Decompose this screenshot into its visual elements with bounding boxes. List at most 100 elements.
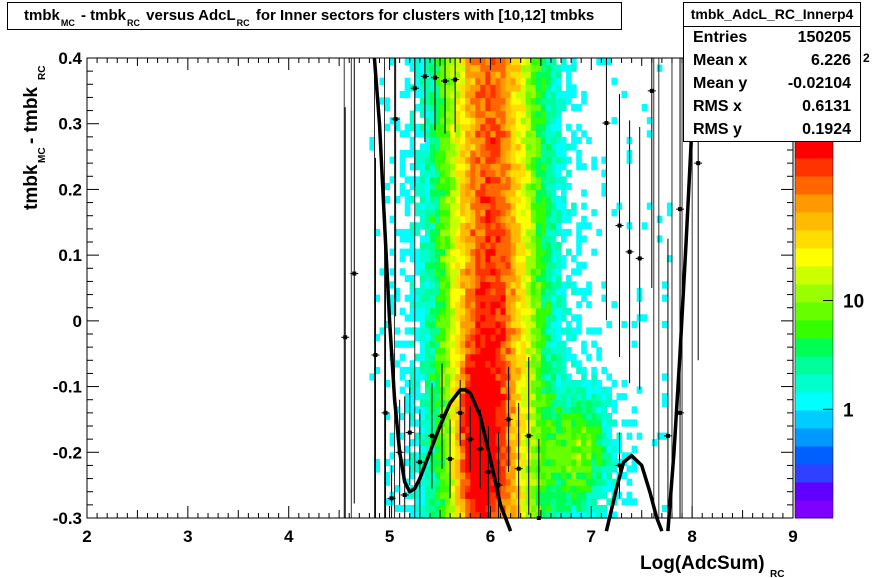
heatmap-cell	[445, 281, 451, 289]
heatmap-cell	[475, 84, 481, 92]
heatmap-cell	[419, 347, 426, 355]
heatmap-cell	[505, 491, 512, 499]
heatmap-cell	[384, 320, 391, 329]
heatmap-cell	[414, 504, 421, 513]
heatmap-cell	[450, 432, 456, 440]
heatmap-cell	[480, 248, 486, 256]
heatmap-cell	[621, 498, 628, 506]
heatmap-cell	[550, 340, 557, 348]
heatmap-cell	[530, 143, 537, 151]
heatmap-cell	[455, 432, 461, 440]
heatmap-cell	[429, 393, 436, 401]
heatmap-cell	[429, 215, 436, 223]
heatmap-cell	[445, 64, 451, 72]
heatmap-cell	[465, 274, 471, 283]
heatmap-cell	[455, 281, 461, 289]
heatmap-cell	[455, 320, 461, 329]
heatmap-cell	[520, 478, 527, 486]
heatmap-cell	[409, 458, 416, 467]
heatmap-cell	[445, 182, 451, 191]
heatmap-cell	[581, 491, 587, 499]
heatmap-cell	[641, 314, 648, 322]
heatmap-cell	[520, 373, 527, 381]
heatmap-cell	[520, 222, 527, 230]
heatmap-cell	[576, 452, 582, 460]
heatmap-cell	[530, 110, 537, 118]
x-tick-label: 7	[587, 527, 596, 546]
heatmap-cell	[480, 366, 486, 375]
heatmap-cell	[485, 235, 491, 243]
heatmap-cell	[414, 255, 421, 263]
heatmap-cell	[510, 64, 517, 72]
heatmap-cell	[450, 360, 456, 368]
heatmap-cell	[545, 77, 552, 85]
heatmap-cell	[495, 84, 502, 92]
heatmap-cell	[561, 281, 567, 289]
heatmap-cell	[435, 163, 441, 171]
heatmap-cell	[520, 380, 527, 388]
heatmap-cell	[480, 268, 486, 276]
heatmap-cell	[419, 90, 426, 99]
heatmap-cell	[470, 182, 476, 191]
heatmap-cell	[556, 143, 562, 151]
heatmap-cell	[455, 288, 461, 296]
heatmap-cell	[520, 228, 527, 237]
heatmap-cell	[515, 58, 522, 66]
heatmap-cell	[424, 393, 431, 401]
heatmap-cell	[445, 485, 451, 493]
heatmap-cell	[485, 373, 491, 381]
heatmap-cell	[419, 110, 426, 118]
heatmap-cell	[535, 84, 542, 92]
heatmap-cell	[525, 215, 532, 223]
heatmap-cell	[419, 426, 426, 434]
heatmap-cell	[500, 373, 507, 381]
heatmap-cell	[480, 314, 486, 322]
heatmap-cell	[520, 163, 527, 171]
heatmap-cell	[384, 123, 391, 131]
heatmap-cell	[505, 196, 512, 204]
heatmap-cell	[525, 176, 532, 184]
heatmap-cell	[495, 281, 502, 289]
heatmap-cell	[490, 307, 496, 315]
heatmap-cell	[490, 71, 496, 79]
heatmap-cell	[550, 314, 557, 322]
heatmap-cell	[545, 163, 552, 171]
heatmap-cell	[460, 478, 466, 486]
heatmap-cell	[465, 281, 471, 289]
heatmap-cell	[480, 222, 486, 230]
heatmap-cell	[414, 228, 421, 237]
heatmap-cell	[490, 419, 496, 427]
heatmap-cell	[490, 393, 496, 401]
heatmap-cell	[485, 58, 491, 66]
heatmap-cell	[561, 156, 567, 164]
heatmap-cell	[480, 432, 486, 440]
heatmap-cell	[480, 498, 486, 506]
heatmap-cell	[470, 452, 476, 460]
heatmap-cell	[490, 334, 496, 342]
heatmap-cell	[485, 294, 491, 302]
heatmap-cell	[429, 84, 436, 92]
heatmap-cell	[440, 340, 446, 348]
heatmap-cell	[525, 136, 532, 145]
heatmap-cell	[495, 419, 502, 427]
heatmap-cell	[399, 182, 406, 191]
heatmap-cell	[389, 294, 396, 302]
heatmap-cell	[500, 235, 507, 243]
heatmap-cell	[540, 215, 547, 223]
heatmap-cell	[581, 439, 587, 447]
heatmap-cell	[601, 156, 607, 164]
heatmap-cell	[500, 445, 507, 453]
heatmap-cell	[465, 294, 471, 302]
heatmap-cell	[500, 261, 507, 269]
heatmap-cell	[586, 498, 592, 506]
heatmap-cell	[475, 478, 481, 486]
heatmap-cell	[455, 498, 461, 506]
heatmap-cell	[445, 504, 451, 513]
heatmap-cell	[450, 366, 456, 375]
heatmap-cell	[540, 104, 547, 112]
heatmap-cell	[485, 182, 491, 191]
heatmap-cell	[525, 209, 532, 217]
y-tick-label: -0.1	[53, 378, 82, 397]
heatmap-cell	[520, 439, 527, 447]
heatmap-cell	[535, 97, 542, 105]
